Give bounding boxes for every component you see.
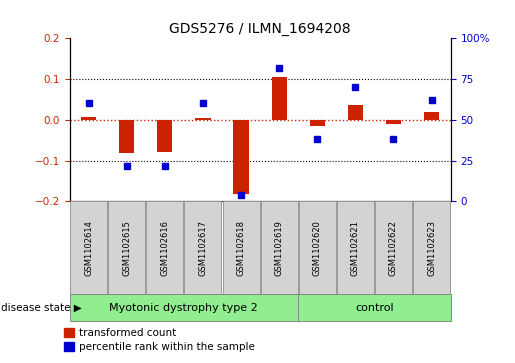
Text: GSM1102616: GSM1102616 xyxy=(160,220,169,276)
Bar xyxy=(233,120,249,194)
Bar xyxy=(375,201,412,294)
Text: GSM1102618: GSM1102618 xyxy=(236,220,246,276)
Text: GSM1102620: GSM1102620 xyxy=(313,220,322,276)
Bar xyxy=(348,106,363,120)
Text: disease state ▶: disease state ▶ xyxy=(1,303,82,313)
Bar xyxy=(298,294,451,321)
Text: control: control xyxy=(355,303,394,313)
Text: GSM1102622: GSM1102622 xyxy=(389,220,398,276)
Legend: transformed count, percentile rank within the sample: transformed count, percentile rank withi… xyxy=(64,328,255,352)
Bar xyxy=(157,120,173,152)
Bar xyxy=(413,201,450,294)
Bar xyxy=(386,120,401,124)
Text: GSM1102619: GSM1102619 xyxy=(274,220,284,276)
Bar xyxy=(119,120,134,153)
Bar xyxy=(222,201,260,294)
Title: GDS5276 / ILMN_1694208: GDS5276 / ILMN_1694208 xyxy=(169,22,351,36)
Text: GSM1102623: GSM1102623 xyxy=(427,220,436,276)
Text: GSM1102621: GSM1102621 xyxy=(351,220,360,276)
Bar xyxy=(184,201,221,294)
Bar xyxy=(146,201,183,294)
Bar xyxy=(337,201,374,294)
Text: GSM1102615: GSM1102615 xyxy=(122,220,131,276)
Bar xyxy=(195,118,211,120)
Bar xyxy=(299,201,336,294)
Bar xyxy=(424,112,439,120)
Text: Myotonic dystrophy type 2: Myotonic dystrophy type 2 xyxy=(110,303,258,313)
Bar xyxy=(70,294,298,321)
Bar xyxy=(108,201,145,294)
Bar xyxy=(271,77,287,120)
Bar xyxy=(310,120,325,126)
Text: GSM1102617: GSM1102617 xyxy=(198,220,208,276)
Bar xyxy=(70,201,107,294)
Bar xyxy=(261,201,298,294)
Text: GSM1102614: GSM1102614 xyxy=(84,220,93,276)
Bar xyxy=(81,117,96,120)
